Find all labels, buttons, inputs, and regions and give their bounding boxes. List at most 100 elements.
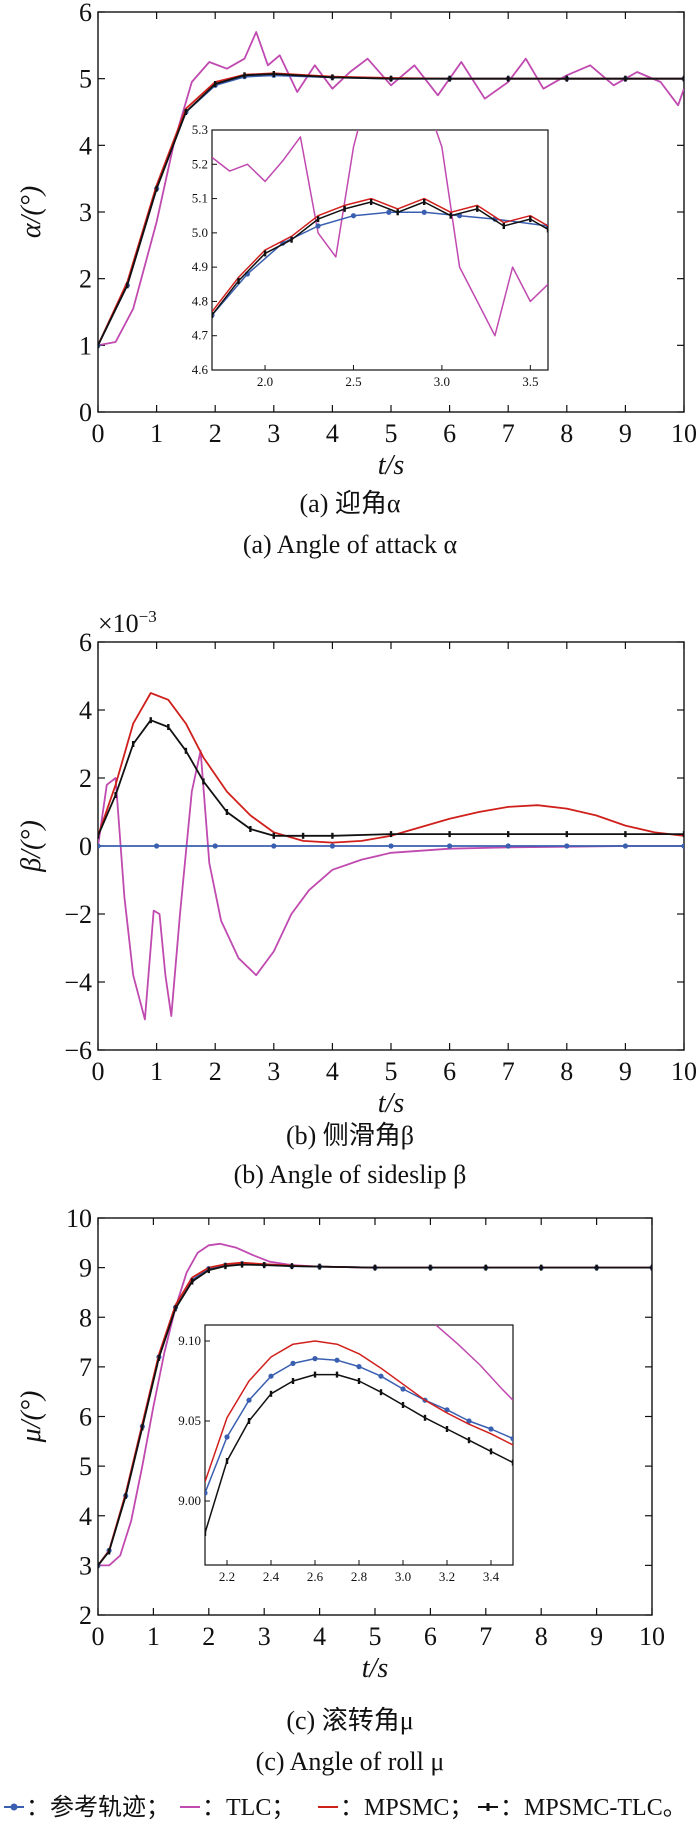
legend-label-mpsmc_tlc: ：MPSMC-TLC。: [500, 1795, 687, 1821]
mu-inset-point-reference: [334, 1357, 340, 1363]
mu-inset-point-reference: [290, 1360, 296, 1366]
caption-cn-b: (b) 侧滑角β: [286, 1121, 414, 1150]
alpha-inset-xtick-label: 2.5: [345, 374, 361, 389]
alpha-inset: 2.0 2.5 3.0 3.5 4.6 4.7 4.8 4.9 5.0 5.1 5.2 5.3: [192, 122, 549, 389]
mu-ytick-label: 5: [79, 1452, 92, 1481]
alpha-inset-point-reference: [386, 209, 392, 215]
alpha-inset-point-mpsmc_tlc: [290, 236, 293, 243]
mu-inset-point-mpsmc_tlc: [269, 1390, 273, 1397]
mu-point-mpsmc_tlc: [290, 1263, 294, 1270]
legend-label-reference: ：参考轨迹；: [26, 1794, 170, 1821]
beta-ytick-label: −6: [64, 1036, 92, 1065]
mu-xtick-label: 2: [202, 1622, 215, 1651]
mu-inset-line-mpsmc: [205, 1340, 513, 1483]
beta-point-mpsmc_tlc: [202, 778, 205, 785]
mu-inset-point-reference: [378, 1373, 384, 1379]
alpha-point-mpsmc_tlc: [624, 75, 627, 82]
alpha-xtick-label: 6: [443, 419, 456, 448]
beta-xtick-label: 6: [443, 1057, 456, 1086]
alpha-inset-ytick-label: 4.7: [192, 328, 209, 343]
mu-inset: 2.2 2.4 2.6 2.8 3.0 3.2 3.4 9.00 9.05 9.10: [178, 1324, 514, 1584]
beta-point-reference: [681, 843, 684, 849]
mu-inset-point-reference: [312, 1356, 318, 1362]
mu-inset-point-reference: [268, 1373, 274, 1379]
mu-point-mpsmc_tlc: [373, 1264, 377, 1271]
alpha-inset-ytick-label: 5.3: [192, 122, 208, 137]
beta-ytick-label: 6: [79, 628, 92, 657]
alpha-inset-ytick-label: 4.8: [192, 293, 208, 308]
alpha-point-mpsmc_tlc: [155, 185, 158, 192]
mu-point-mpsmc_tlc: [429, 1264, 432, 1271]
caption-en-c: (c) Angle of roll μ: [256, 1747, 445, 1776]
beta-scale-label: ×10−3: [98, 607, 157, 638]
alpha-inset-point-mpsmc_tlc: [237, 277, 240, 284]
alpha-inset-point-mpsmc_tlc: [546, 226, 548, 233]
mu-point-mpsmc_tlc: [98, 1562, 100, 1569]
caption-en-b: (b) Angle of sideslip β: [234, 1160, 467, 1189]
alpha-inset-ytick-label: 5.1: [192, 191, 208, 206]
beta-point-reference: [564, 843, 570, 849]
alpha-point-mpsmc_tlc: [214, 81, 217, 87]
alpha-point-mpsmc_tlc: [448, 75, 451, 82]
mu-point-mpsmc_tlc: [540, 1264, 543, 1271]
alpha-ytick-label: 1: [79, 331, 92, 360]
mu-inset-ytick-label: 9.00: [178, 1493, 201, 1508]
alpha-inset-line-mpsmc: [212, 197, 548, 313]
beta-point-mpsmc_tlc: [131, 741, 135, 747]
alpha-inset-ytick-label: 4.9: [192, 259, 208, 274]
alpha-point-mpsmc_tlc: [184, 109, 188, 115]
beta-point-reference: [212, 843, 218, 849]
alpha-inset-point-reference: [315, 223, 321, 229]
beta-line-mpsmc_tlc: [98, 719, 684, 837]
alpha-inset-point-mpsmc_tlc: [343, 205, 346, 212]
mu-inset-point-reference: [488, 1426, 494, 1432]
alpha-point-mpsmc_tlc: [126, 282, 129, 289]
alpha-point-mpsmc_tlc: [565, 75, 568, 82]
alpha-inset-point-mpsmc_tlc: [529, 216, 532, 223]
mu-inset-ytick-label: 9.10: [178, 1333, 201, 1348]
mu-inset-xtick-label: 2.4: [263, 1569, 280, 1584]
mu-ytick-label: 2: [79, 1601, 92, 1630]
alpha-inset-xtick-label: 3.5: [522, 374, 538, 389]
beta-ytick-label: −4: [64, 968, 92, 997]
beta-point-mpsmc_tlc: [682, 831, 684, 838]
beta-ytick-label: 4: [79, 696, 92, 725]
mu-inset-point-mpsmc_tlc: [313, 1371, 317, 1378]
beta-xaxis-label: t/s: [378, 1088, 405, 1119]
mu-inset-point-reference: [466, 1418, 472, 1424]
mu-point-mpsmc_tlc: [141, 1424, 144, 1431]
alpha-inset-xtick-label: 3.0: [434, 374, 450, 389]
beta-ytick-label: 2: [79, 764, 92, 793]
mu-point-mpsmc_tlc: [263, 1262, 266, 1269]
legend-item-reference: ：参考轨迹；: [4, 1794, 170, 1821]
beta-xtick-label: 1: [150, 1057, 163, 1086]
legend-label-tlc: ：TLC；: [202, 1795, 295, 1821]
legend-item-tlc: ：TLC；: [180, 1795, 295, 1821]
alpha-xtick-label: 7: [502, 419, 515, 448]
beta-point-mpsmc_tlc: [565, 831, 568, 838]
legend-marker-mpsmc_tlc: [486, 1803, 490, 1811]
mu-point-mpsmc_tlc: [190, 1278, 194, 1285]
caption-cn-c: (c) 滚转角μ: [286, 1706, 413, 1735]
alpha-xtick-label: 9: [619, 419, 632, 448]
mu-inset-xtick-label: 2.8: [351, 1569, 367, 1584]
mu-inset-point-mpsmc_tlc: [205, 1530, 207, 1536]
mu-point-mpsmc_tlc: [174, 1305, 177, 1312]
beta-point-mpsmc_tlc: [249, 826, 252, 832]
beta-point-mpsmc_tlc: [225, 809, 229, 815]
beta-point-reference: [388, 843, 394, 849]
alpha-point-mpsmc_tlc: [331, 74, 334, 81]
chart-alpha: 0 1 2 3 4 5 6 7 8 9 10 0 1 2 3 4 5 6 t/s α/(°) 2.0 2.5 3.0 3.5 4…: [16, 0, 697, 481]
legend-item-mpsmc_tlc: ：MPSMC-TLC。: [478, 1795, 687, 1821]
alpha-inset-point-reference: [421, 209, 427, 215]
mu-xtick-label: 1: [147, 1622, 160, 1651]
beta-point-mpsmc_tlc: [331, 832, 334, 839]
beta-xtick-label: 7: [502, 1057, 515, 1086]
beta-xtick-label: 8: [560, 1057, 573, 1086]
mu-inset-ytick-label: 9.05: [178, 1413, 201, 1428]
alpha-ytick-label: 6: [79, 0, 92, 27]
alpha-inset-ytick-label: 5.0: [192, 225, 208, 240]
beta-xtick-label: 2: [209, 1057, 222, 1086]
mu-inset-point-mpsmc_tlc: [445, 1426, 449, 1432]
